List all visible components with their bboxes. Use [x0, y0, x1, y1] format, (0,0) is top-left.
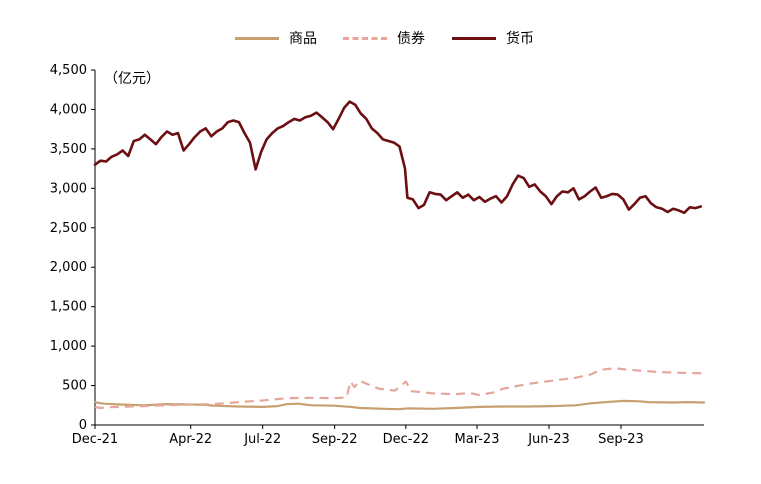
legend-item-bond: 债券 [343, 28, 425, 48]
legend: 商品 债券 货币 [0, 28, 761, 48]
y-tick-label: 500 [62, 379, 87, 394]
legend-label-money: 货币 [506, 31, 534, 47]
y-tick-label: 0 [79, 418, 87, 433]
y-tick-label: 1,000 [50, 339, 87, 354]
y-tick-label: 2,500 [50, 221, 87, 236]
x-tick-label: Jun-23 [527, 432, 570, 447]
legend-label-commodity: 商品 [289, 31, 317, 47]
legend-item-commodity: 商品 [235, 28, 317, 48]
y-tick-label: 2,000 [50, 260, 87, 275]
x-tick-label: Dec-21 [72, 432, 118, 447]
y-unit-label: （亿元） [104, 71, 160, 87]
series-line-money [93, 100, 703, 215]
x-tick-label: Dec-22 [383, 432, 429, 447]
legend-label-bond: 债券 [397, 31, 425, 47]
y-tick-label: 3,500 [50, 142, 87, 157]
legend-swatch-bond [343, 36, 387, 40]
x-tick-label: Sep-22 [312, 432, 358, 447]
legend-swatch-money [452, 36, 496, 40]
y-tick-label: 4,000 [50, 102, 87, 117]
series-line-bond [94, 367, 705, 410]
y-tick-label: 1,500 [50, 300, 87, 315]
legend-item-money: 货币 [452, 28, 534, 48]
y-tick-label: 4,500 [50, 63, 87, 78]
x-tick-label: Sep-23 [598, 432, 644, 447]
x-tick-label: Apr-22 [169, 432, 212, 447]
x-tick-label: Mar-23 [455, 432, 500, 447]
legend-swatch-commodity [235, 36, 279, 40]
x-tick-label: Jul-22 [243, 432, 281, 447]
y-tick-label: 3,000 [50, 181, 87, 196]
